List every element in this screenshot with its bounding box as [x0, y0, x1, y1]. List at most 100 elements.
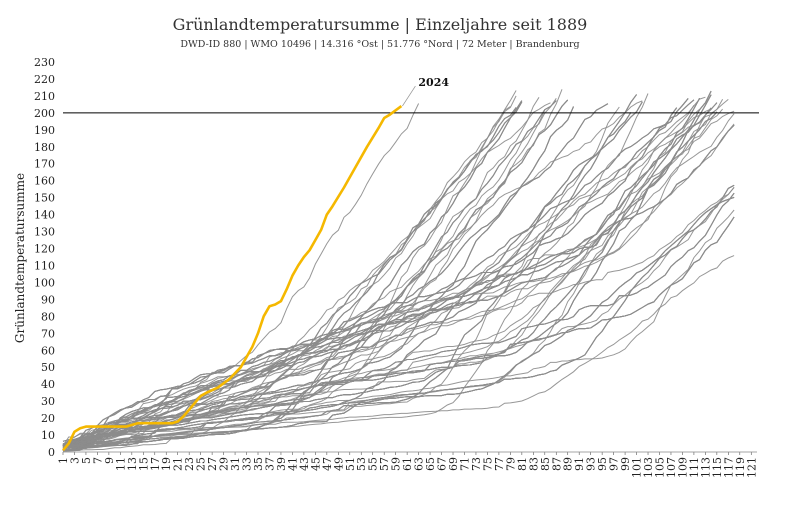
- x-tick-label: 67: [436, 457, 449, 471]
- y-axis-ticks: 0 10 20 30 40 50 60 70 80 90 100 110 120 130 140 150 160…: [34, 56, 55, 459]
- x-tick-label: 71: [458, 457, 471, 471]
- series-line-historical: [62, 107, 712, 448]
- x-tick-label: 35: [252, 457, 265, 471]
- series-line-historical: [62, 90, 712, 445]
- y-tick-label: 220: [34, 73, 55, 86]
- y-tick-label: 30: [41, 395, 55, 408]
- x-tick-label: 105: [653, 457, 666, 478]
- x-tick-label: 59: [390, 457, 403, 471]
- x-tick-label: 9: [103, 457, 116, 464]
- x-tick-label: 37: [263, 457, 276, 471]
- series-line-historical: [62, 102, 551, 452]
- series-line-historical: [62, 192, 735, 442]
- series-line-historical: [62, 98, 701, 447]
- y-tick-label: 70: [41, 327, 55, 340]
- series-line-historical: [62, 90, 517, 450]
- series-line-historical: [62, 90, 712, 445]
- x-tick-label: 99: [619, 457, 632, 471]
- y-tick-label: 80: [41, 310, 55, 323]
- y-tick-label: 160: [34, 175, 55, 188]
- series-line-historical: [62, 90, 712, 445]
- x-tick-label: 33: [241, 457, 254, 471]
- y-tick-label: 150: [34, 192, 55, 205]
- series-line-historical: [62, 107, 712, 448]
- x-tick-label: 77: [493, 457, 506, 471]
- y-tick-label: 110: [34, 259, 55, 272]
- series-line-historical: [62, 98, 701, 447]
- series-line-historical: [62, 98, 689, 445]
- x-tick-label: 75: [481, 457, 494, 471]
- y-axis-label: Grünlandtemperatursumme: [13, 173, 27, 343]
- series-line-historical: [62, 209, 735, 451]
- y-tick-label: 190: [34, 124, 55, 137]
- series-line-2024: [62, 105, 403, 452]
- x-tick-label: 57: [378, 457, 391, 471]
- series-line-historical: [62, 106, 511, 448]
- x-tick-label: 65: [424, 457, 437, 471]
- x-tick-label: 7: [91, 457, 104, 464]
- series-line-historical: [62, 112, 632, 450]
- x-tick-label: 93: [585, 457, 598, 471]
- annotation-label-2024: 2024: [418, 76, 449, 89]
- x-tick-label: 73: [470, 457, 483, 471]
- series-line-historical: [62, 107, 678, 452]
- series-line-historical: [62, 99, 695, 447]
- series-line-historical: [62, 98, 689, 445]
- series-line-historical: [62, 105, 695, 446]
- x-tick-label: 115: [711, 457, 724, 478]
- x-tick-label: 1: [57, 457, 70, 464]
- x-tick-label: 21: [172, 457, 185, 471]
- series-line-historical: [62, 98, 689, 445]
- x-tick-label: 63: [413, 457, 426, 471]
- x-tick-label: 27: [206, 457, 219, 471]
- x-tick-label: 101: [631, 457, 644, 478]
- y-tick-label: 10: [41, 429, 55, 442]
- x-tick-label: 51: [344, 457, 357, 471]
- series-line-historical: [62, 112, 632, 450]
- x-tick-label: 53: [355, 457, 368, 471]
- x-tick-label: 25: [195, 457, 208, 471]
- y-tick-label: 180: [34, 141, 55, 154]
- x-tick-label: 89: [562, 457, 575, 471]
- series-line-historical: [62, 99, 729, 451]
- y-tick-label: 130: [34, 226, 55, 239]
- x-tick-label: 61: [401, 457, 414, 471]
- series-line-historical: [62, 99, 724, 448]
- y-tick-label: 40: [41, 378, 55, 391]
- series-line-historical: [62, 102, 718, 448]
- series-line-historical: [62, 107, 712, 448]
- series-line-historical: [62, 98, 689, 445]
- series-line-historical: [62, 184, 735, 451]
- series-line-historical: [62, 124, 735, 448]
- chart-subtitle: DWD-ID 880 | WMO 10496 | 14.316 °Ost | 5…: [180, 39, 579, 50]
- y-tick-label: 90: [41, 293, 55, 306]
- y-tick-label: 0: [48, 446, 55, 459]
- series-line-historical: [62, 124, 735, 448]
- x-tick-label: 79: [504, 457, 517, 471]
- y-tick-label: 50: [41, 361, 55, 374]
- x-tick-label: 13: [126, 457, 139, 471]
- y-tick-label: 140: [34, 209, 55, 222]
- series-line-historical: [62, 187, 735, 451]
- y-tick-label: 230: [34, 56, 55, 69]
- x-tick-label: 121: [745, 457, 758, 478]
- chart-title: Grünlandtemperatursumme | Einzeljahre se…: [173, 15, 588, 34]
- x-tick-label: 47: [321, 457, 334, 471]
- y-tick-label: 20: [41, 412, 55, 425]
- annotation-leader-line: [402, 85, 416, 107]
- y-tick-label: 100: [34, 276, 55, 289]
- series-line-historical: [62, 102, 718, 447]
- x-axis-ticks: 1357911131517192123252729313335373941434…: [57, 452, 758, 478]
- series-line-historical: [62, 112, 632, 450]
- series-line-historical: [62, 107, 712, 448]
- x-tick-label: 15: [137, 457, 150, 471]
- y-tick-label: 170: [34, 158, 55, 171]
- series-line-historical: [62, 112, 632, 450]
- x-tick-label: 55: [367, 457, 380, 471]
- x-tick-label: 3: [68, 457, 81, 464]
- x-tick-label: 103: [642, 457, 655, 478]
- x-tick-label: 41: [286, 457, 299, 471]
- y-tick-label: 210: [34, 90, 55, 103]
- x-tick-label: 39: [275, 457, 288, 471]
- x-tick-label: 87: [550, 457, 563, 471]
